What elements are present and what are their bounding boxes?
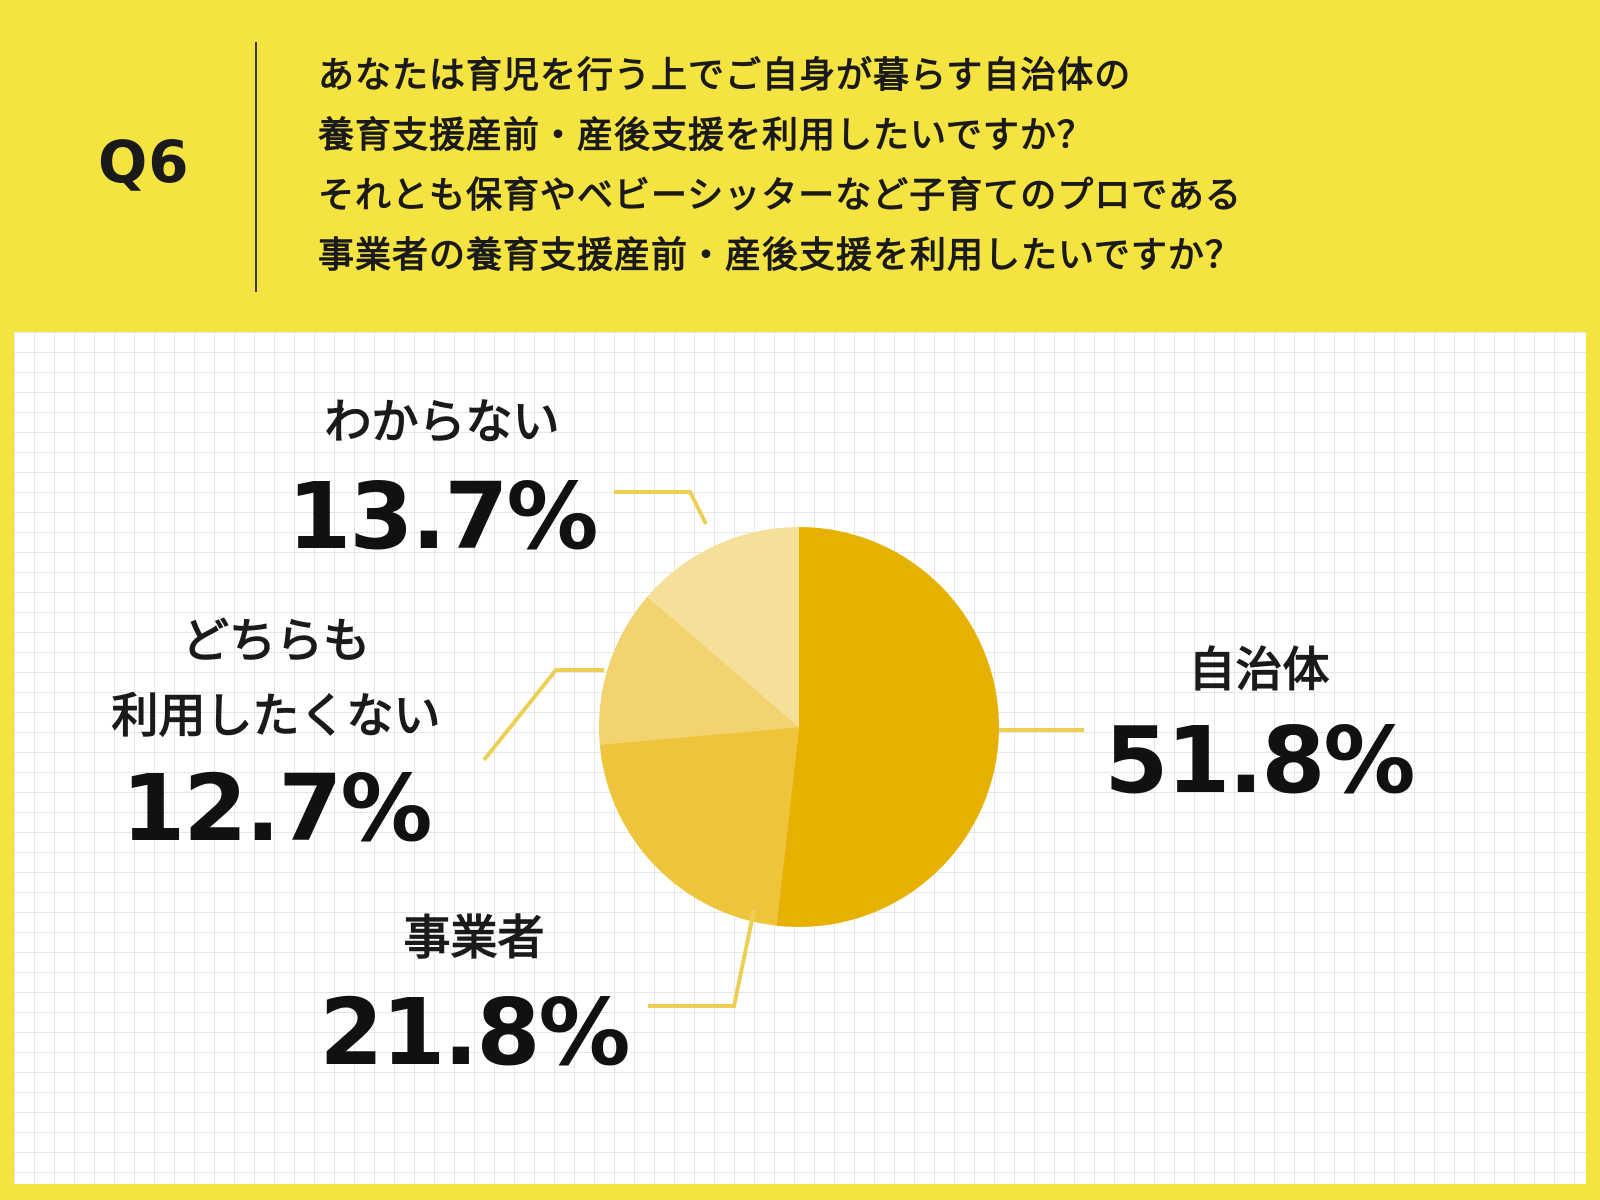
leader-line [614, 490, 708, 525]
slice-label: 事業者 [404, 911, 545, 966]
slice-label: わからない [325, 395, 560, 450]
question-line: あなたは育児を行う上でご自身が暮らす自治体の [318, 55, 1132, 96]
pie-slice [776, 527, 1000, 927]
pie-slice [647, 527, 799, 727]
leader-lines [482, 490, 1084, 1008]
question-line: それとも保育やベビーシッターなど子育てのプロである [318, 175, 1242, 216]
question-line: 養育支援産前・産後支援を利用したいですか？ [318, 115, 1094, 156]
leader-line [648, 909, 756, 1008]
slice-label: 自治体 [1189, 643, 1330, 698]
question-header: Q6 あなたは育児を行う上でご自身が暮らす自治体の 養育支援産前・産後支援を利用… [0, 0, 1600, 332]
pie-slice [598, 596, 799, 745]
slice-value-label: 12.7% [121, 755, 430, 862]
slice-value-label: 21.8% [319, 979, 628, 1086]
question-number: Q6 [98, 128, 190, 196]
question-line: 事業者の養育支援産前・産後支援を利用したいですか？ [318, 235, 1242, 276]
pie-slices [598, 527, 1000, 927]
slice-label: どちらも [182, 614, 370, 669]
slice-label: 利用したくない [112, 689, 441, 744]
pie-slice [599, 727, 799, 926]
slice-value-label: 51.8% [1104, 707, 1413, 814]
question-text: あなたは育児を行う上でご自身が暮らす自治体の 養育支援産前・産後支援を利用したい… [318, 46, 1578, 286]
chart-panel: 自治体 51.8% 事業者 21.8% どちらも利用したくない 12.7% わからない 13.… [14, 332, 1586, 1184]
header-divider [255, 42, 257, 292]
leader-line [482, 668, 604, 762]
slice-value-label: 13.7% [287, 463, 596, 570]
